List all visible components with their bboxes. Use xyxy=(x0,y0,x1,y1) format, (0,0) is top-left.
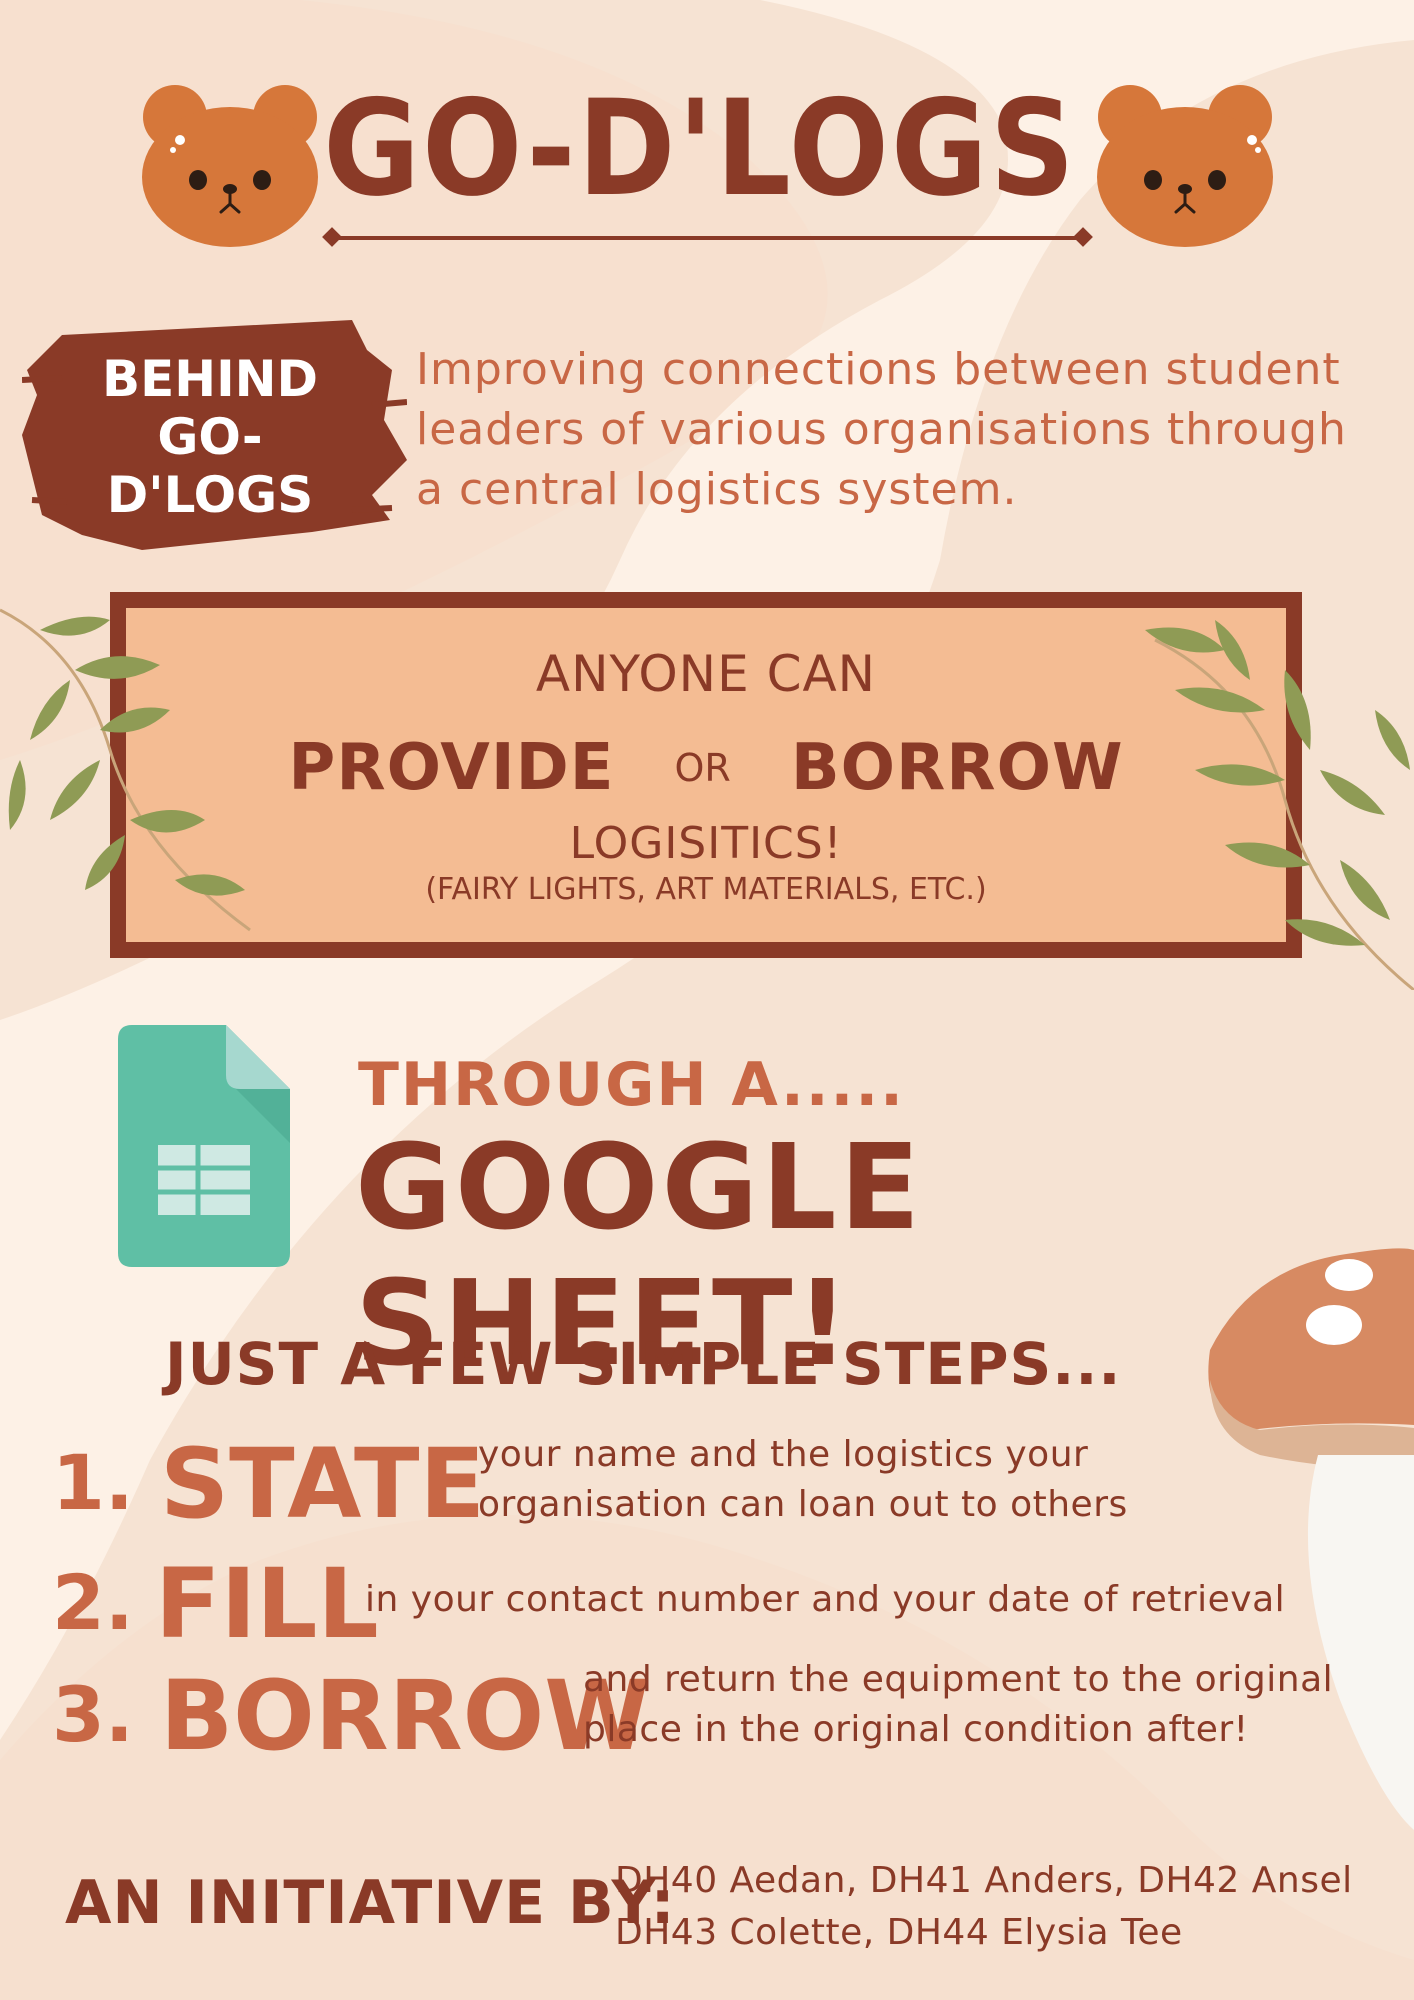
through-label: THROUGH A..... xyxy=(358,1050,905,1120)
step-number: 2. xyxy=(52,1558,134,1647)
behind-badge-brushstroke xyxy=(22,320,407,550)
step-keyword: BORROW xyxy=(160,1660,651,1772)
steps-heading: JUST A FEW SIMPLE STEPS... xyxy=(165,1330,1122,1398)
bear-face-icon xyxy=(1097,85,1273,247)
step-description: and return the equipment to the original… xyxy=(583,1659,1334,1750)
mushroom-illustration xyxy=(1208,1248,1414,1830)
callout-borrow: BORROW xyxy=(790,731,1124,805)
callout-line3: LOGISITICS! xyxy=(569,818,843,869)
callout-examples: (FAIRY LIGHTS, ART MATERIALS, ETC.) xyxy=(425,872,987,907)
google-sheets-icon xyxy=(118,1025,290,1267)
step-keyword: STATE xyxy=(160,1428,486,1540)
leaf-branch-icon xyxy=(0,608,251,932)
names-line-1: DH40 Aedan, DH41 Anders, DH42 Ansel xyxy=(615,1860,1353,1901)
step-description: in your contact number and your date of … xyxy=(365,1579,1286,1620)
step-description: your name and the logistics your organis… xyxy=(478,1434,1128,1525)
callout-box xyxy=(110,592,1302,958)
callout-provide: PROVIDE xyxy=(288,731,615,805)
page-title: GO-D'LOGS xyxy=(323,70,1077,226)
google-sheet-headline: GOOGLE SHEET! xyxy=(355,1118,924,1392)
step-number: 3. xyxy=(52,1670,134,1759)
intro-description: Improving connections between student le… xyxy=(416,344,1347,515)
step-keyword: FILL xyxy=(155,1548,379,1660)
initiative-label: AN INITIATIVE BY: xyxy=(65,1868,676,1938)
initiative-names: DH40 Aedan, DH41 Anders, DH42 Ansel DH43… xyxy=(615,1855,1375,1959)
callout-line1: ANYONE CAN xyxy=(535,645,877,703)
names-line-2: DH43 Colette, DH44 Elysia Tee xyxy=(615,1912,1183,1953)
leaf-branch-icon xyxy=(1145,620,1414,990)
behind-badge-text: BEHIND GO-D'LOGS xyxy=(101,350,319,524)
callout-or: OR xyxy=(674,746,731,790)
bear-face-icon xyxy=(142,85,318,247)
callout-provide-borrow-row: PROVIDE OR BORROW xyxy=(110,728,1302,808)
step-number: 1. xyxy=(52,1438,134,1527)
title-underline xyxy=(322,227,1093,247)
